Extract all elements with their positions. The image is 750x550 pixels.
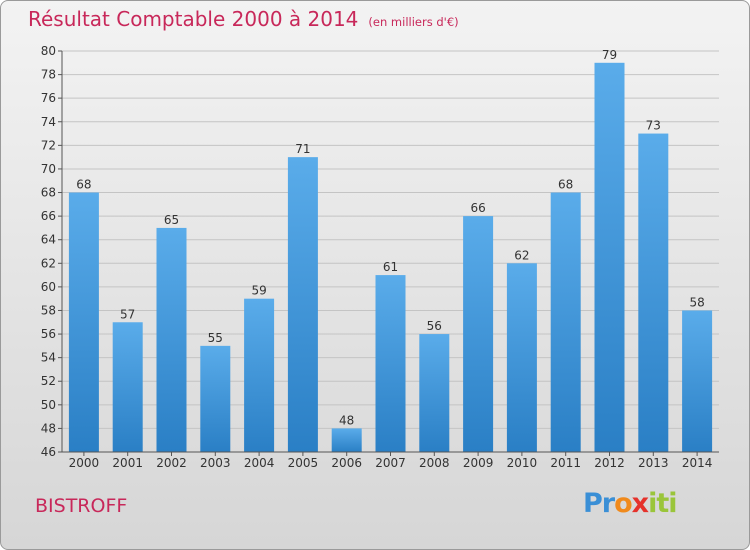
y-tick-label: 70 [41, 162, 56, 176]
value-labels: 68 57 65 55 59 71 48 61 56 66 62 68 79 73 58 [76, 48, 704, 428]
x-axis: 2000 2001 2002 2003 2004 2005 2006 2007 2008 2009… [62, 451, 719, 470]
x-tick-label: 2012 [594, 456, 625, 470]
x-tick-label: 2007 [375, 456, 406, 470]
y-axis: 46 48 50 52 54 56 58 60 62 64 66 68 70 72 74 76 78 80 [41, 44, 63, 459]
x-tick-label: 2009 [463, 456, 494, 470]
value-label: 65 [164, 213, 179, 227]
value-label: 79 [602, 48, 617, 62]
y-tick-label: 46 [41, 445, 56, 459]
place-name: BISTROFF [35, 495, 128, 517]
bar [156, 227, 187, 452]
bar [594, 62, 625, 452]
bar [200, 345, 231, 452]
value-label: 55 [208, 331, 223, 345]
bars [68, 62, 713, 452]
value-label: 58 [689, 295, 704, 309]
value-label: 73 [646, 119, 661, 133]
x-tick-label: 2003 [200, 456, 231, 470]
chart-title: Résultat Comptable 2000 à 2014 [28, 7, 359, 31]
bar [68, 192, 99, 452]
title-block: Résultat Comptable 2000 à 2014 (en millie… [28, 7, 459, 31]
y-tick-label: 76 [41, 91, 56, 105]
value-label: 62 [514, 248, 529, 262]
x-tick-label: 2010 [507, 456, 538, 470]
value-label: 66 [470, 201, 485, 215]
y-tick-label: 72 [41, 138, 56, 152]
bar [419, 334, 450, 452]
bar [244, 298, 275, 452]
y-tick-label: 48 [41, 421, 56, 435]
x-tick-label: 2005 [288, 456, 319, 470]
x-tick-label: 2014 [682, 456, 713, 470]
y-tick-label: 62 [41, 256, 56, 270]
value-label: 48 [339, 413, 354, 427]
value-label: 57 [120, 307, 135, 321]
y-tick-label: 60 [41, 280, 56, 294]
logo-part: o [614, 488, 633, 519]
y-tick-label: 78 [41, 68, 56, 82]
y-tick-label: 56 [41, 327, 56, 341]
bar [287, 157, 318, 452]
y-tick-label: 80 [41, 44, 56, 58]
y-tick-label: 68 [41, 186, 56, 200]
y-tick-label: 74 [41, 115, 56, 129]
x-tick-label: 2006 [331, 456, 362, 470]
value-label: 56 [427, 319, 442, 333]
x-tick-label: 2008 [419, 456, 450, 470]
bar [375, 275, 406, 452]
x-tick-label: 2002 [156, 456, 187, 470]
y-tick-label: 66 [41, 209, 56, 223]
bar [506, 263, 537, 452]
logo-part: x [631, 488, 649, 519]
x-tick-label: 2000 [69, 456, 100, 470]
value-label: 61 [383, 260, 398, 274]
bar [550, 192, 581, 452]
chart-subtitle: (en milliers d'€) [368, 15, 459, 29]
bar [682, 310, 713, 452]
y-tick-label: 54 [41, 351, 56, 365]
bar [638, 133, 669, 452]
value-label: 59 [251, 284, 266, 298]
bar [463, 216, 494, 452]
x-tick-label: 2001 [112, 456, 143, 470]
bar [112, 322, 143, 452]
x-tick-label: 2004 [244, 456, 275, 470]
y-tick-label: 58 [41, 303, 56, 317]
y-tick-label: 50 [41, 398, 56, 412]
bar [331, 428, 362, 452]
x-tick-label: 2013 [638, 456, 669, 470]
value-label: 68 [558, 178, 573, 192]
logo-part: Pr [583, 488, 615, 519]
proxiti-logo[interactable]: Proxiti [583, 488, 678, 519]
value-label: 71 [295, 142, 310, 156]
y-tick-label: 64 [41, 233, 56, 247]
logo-part: iti [648, 488, 677, 519]
value-label: 68 [76, 178, 91, 192]
y-tick-label: 52 [41, 374, 56, 388]
x-tick-label: 2011 [550, 456, 581, 470]
